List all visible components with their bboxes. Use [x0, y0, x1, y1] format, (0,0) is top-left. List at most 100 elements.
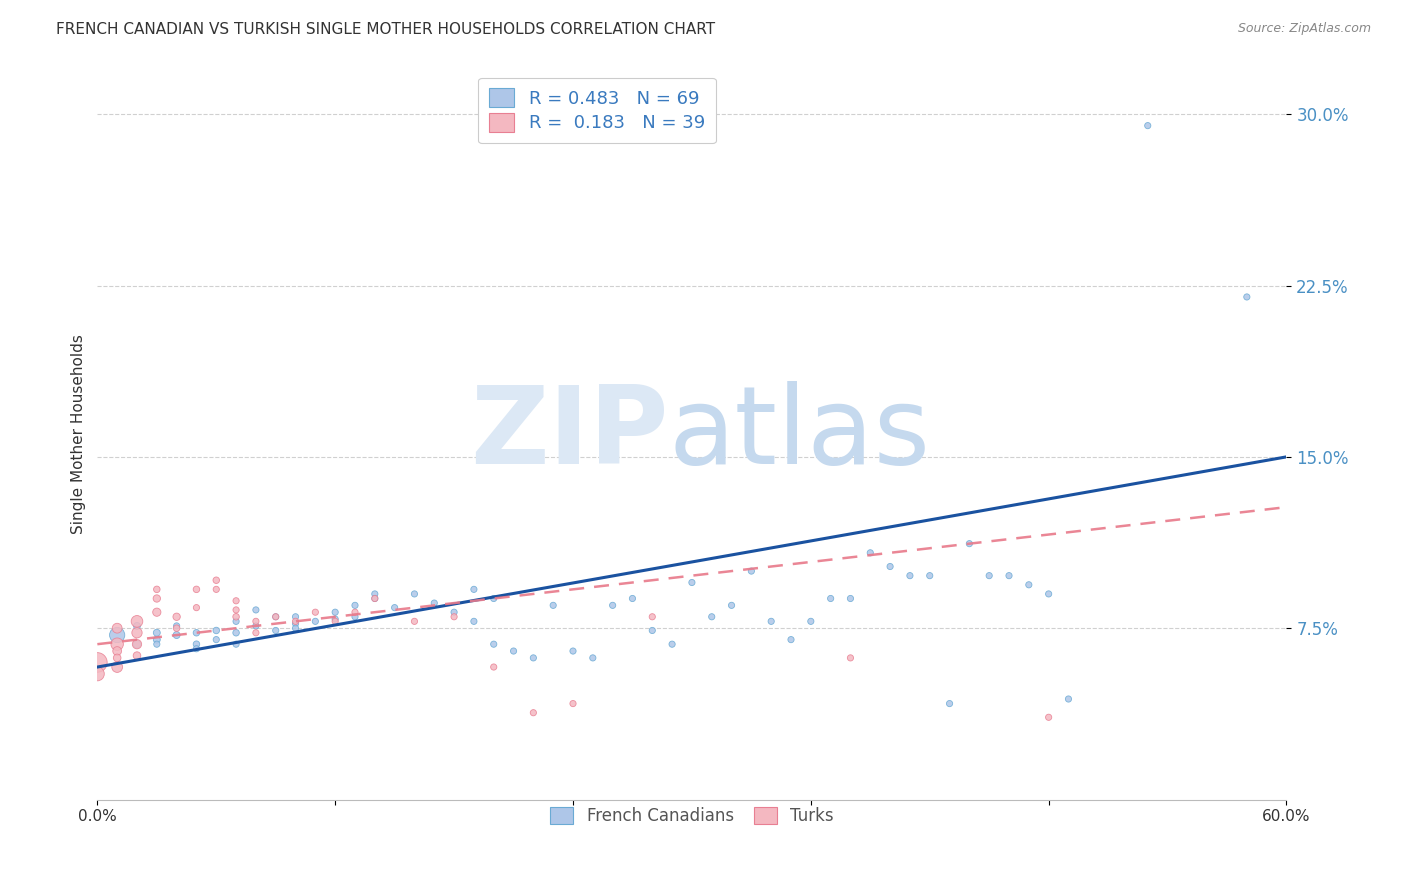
Point [661, 637, 683, 651]
Point [125, 637, 148, 651]
Point [264, 609, 287, 624]
Point [522, 706, 544, 720]
Point [105, 660, 128, 674]
Point [186, 637, 208, 651]
Point [541, 599, 564, 613]
Point [820, 591, 842, 606]
Point [105, 637, 128, 651]
Point [918, 568, 941, 582]
Point [146, 591, 169, 606]
Point [759, 615, 782, 629]
Point [146, 582, 169, 597]
Point [859, 546, 882, 560]
Point [1236, 290, 1258, 304]
Point [780, 632, 803, 647]
Point [304, 605, 326, 619]
Point [146, 605, 169, 619]
Point [562, 697, 585, 711]
Point [404, 615, 426, 629]
Point [205, 624, 228, 638]
Point [166, 628, 188, 642]
Point [463, 615, 485, 629]
Point [125, 619, 148, 633]
Point [522, 651, 544, 665]
Point [284, 621, 307, 635]
Point [602, 599, 624, 613]
Point [879, 559, 901, 574]
Point [105, 621, 128, 635]
Point [264, 624, 287, 638]
Point [284, 609, 307, 624]
Point [443, 605, 465, 619]
Point [364, 587, 387, 601]
Point [105, 644, 128, 658]
Point [225, 609, 247, 624]
Point [463, 582, 485, 597]
Point [323, 615, 346, 629]
Point [245, 625, 267, 640]
Point [304, 615, 326, 629]
Point [284, 616, 307, 631]
Point [720, 599, 742, 613]
Point [205, 632, 228, 647]
Point [225, 603, 247, 617]
Point [225, 625, 247, 640]
Text: Source: ZipAtlas.com: Source: ZipAtlas.com [1237, 22, 1371, 36]
Point [205, 582, 228, 597]
Point [343, 609, 366, 624]
Point [1038, 587, 1060, 601]
Text: ZIP: ZIP [470, 381, 668, 487]
Point [264, 609, 287, 624]
Point [482, 660, 505, 674]
Point [979, 568, 1001, 582]
Point [800, 615, 823, 629]
Point [225, 615, 247, 629]
Point [105, 628, 128, 642]
Point [582, 651, 605, 665]
Point [284, 615, 307, 629]
Point [423, 596, 446, 610]
Point [146, 637, 169, 651]
Point [146, 625, 169, 640]
Point [1018, 578, 1040, 592]
Point [957, 536, 980, 550]
Point [225, 637, 247, 651]
Point [186, 641, 208, 656]
Point [166, 619, 188, 633]
Point [681, 575, 703, 590]
Point [323, 612, 346, 626]
Point [482, 637, 505, 651]
Point [898, 568, 921, 582]
Y-axis label: Single Mother Households: Single Mother Households [72, 334, 86, 534]
Point [86, 666, 108, 681]
Text: atlas: atlas [668, 381, 931, 487]
Point [641, 609, 664, 624]
Point [364, 591, 387, 606]
Point [125, 648, 148, 663]
Point [125, 615, 148, 629]
Point [205, 573, 228, 587]
Point [343, 599, 366, 613]
Point [740, 564, 762, 578]
Point [839, 651, 862, 665]
Point [562, 644, 585, 658]
Point [245, 615, 267, 629]
Point [1057, 692, 1080, 706]
Point [364, 591, 387, 606]
Point [86, 656, 108, 670]
Point [384, 600, 406, 615]
Point [621, 591, 644, 606]
Point [700, 609, 723, 624]
Point [343, 605, 366, 619]
Point [998, 568, 1021, 582]
Point [125, 637, 148, 651]
Point [839, 591, 862, 606]
Point [482, 591, 505, 606]
Point [323, 605, 346, 619]
Point [641, 624, 664, 638]
Point [105, 651, 128, 665]
Point [186, 625, 208, 640]
Point [186, 582, 208, 597]
Point [938, 697, 960, 711]
Legend: French Canadians, Turks: French Canadians, Turks [540, 797, 844, 835]
